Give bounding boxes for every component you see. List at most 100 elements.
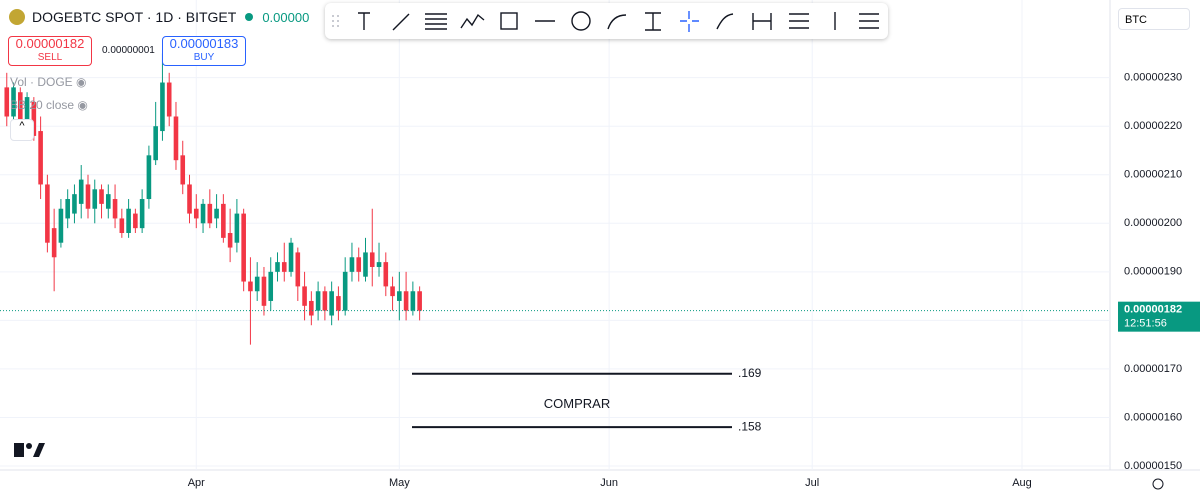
sell-price[interactable]: 0.00000182 xyxy=(15,36,85,51)
price-tag xyxy=(1118,301,1200,332)
brush-tool[interactable] xyxy=(607,14,627,30)
candle-body xyxy=(187,184,192,214)
currency[interactable]: BTC xyxy=(1125,14,1147,26)
buy-button[interactable]: 0.00000183 BUY xyxy=(162,36,246,66)
candle-body xyxy=(349,257,355,272)
drawing-toolbar xyxy=(325,3,888,39)
candle-body xyxy=(38,131,43,185)
candle-body xyxy=(105,194,111,209)
symbol-icon xyxy=(9,9,25,25)
indicator-label[interactable]: Vol · DOGE xyxy=(10,75,73,89)
bb-indicator[interactable]: BB 20 close ◉ xyxy=(10,98,88,112)
y-tick-label: 0.00000190 xyxy=(1124,266,1182,278)
symbol-title[interactable]: DOGEBTC SPOT · 1D · BITGET xyxy=(32,9,237,25)
candle-body xyxy=(18,92,23,127)
candle-body xyxy=(65,199,70,219)
candle-body xyxy=(221,203,226,238)
buy-price[interactable]: 0.00000183 xyxy=(169,36,239,51)
drag-handle[interactable] xyxy=(332,15,339,29)
indicator-label[interactable]: BB 20 close xyxy=(10,98,75,112)
candle-body xyxy=(45,184,50,243)
candle-body xyxy=(11,87,16,117)
candle-body xyxy=(376,262,382,267)
currency-select[interactable]: BTC xyxy=(1118,8,1190,30)
x-tick-label: Jun xyxy=(600,477,618,489)
y-tick-label: 0.00000230 xyxy=(1124,72,1182,84)
forecast-tool[interactable] xyxy=(859,13,879,29)
curve-tool[interactable] xyxy=(716,13,734,30)
grid xyxy=(0,0,1110,470)
logo-part xyxy=(14,443,24,457)
candle-body xyxy=(329,291,334,316)
collapse-button[interactable]: ^ xyxy=(10,119,34,141)
x-tick-label: Aug xyxy=(1012,477,1032,489)
sell-label[interactable]: SELL xyxy=(37,52,63,63)
market-status xyxy=(245,13,254,21)
eye-icon[interactable]: ◉ xyxy=(76,75,87,89)
candle-body xyxy=(227,233,233,248)
status-dot xyxy=(245,13,254,21)
candle-body xyxy=(288,242,294,272)
sell-button[interactable]: 0.00000182 SELL xyxy=(8,36,92,66)
candle-body xyxy=(58,208,64,243)
candle-body xyxy=(363,252,368,277)
candle-body xyxy=(241,213,246,282)
buy-label[interactable]: BUY xyxy=(193,52,215,63)
candle-body xyxy=(24,97,30,127)
y-tick-label: 0.00000170 xyxy=(1124,363,1182,375)
legend-header: DOGEBTC SPOT · 1D · BITGET 0.00000 xyxy=(8,8,309,26)
gear[interactable] xyxy=(1152,478,1164,490)
candle-body xyxy=(119,218,125,233)
x-tick-label: May xyxy=(389,477,410,489)
pattern-tool[interactable] xyxy=(460,13,485,29)
candle-body xyxy=(4,87,10,117)
x-tick-label: Apr xyxy=(188,477,205,489)
candle-body xyxy=(403,291,409,311)
candle-body xyxy=(234,213,240,243)
candle-body xyxy=(417,291,422,311)
candle-body xyxy=(336,296,341,311)
candle-body xyxy=(85,184,91,209)
candle-body xyxy=(133,213,138,229)
candle-body xyxy=(173,116,179,161)
candle-body xyxy=(193,208,199,219)
candle-body xyxy=(112,199,118,219)
long-position-tool[interactable] xyxy=(789,13,809,29)
candle-body xyxy=(72,194,77,214)
settings-icon[interactable] xyxy=(1152,478,1164,490)
candle-body xyxy=(254,276,260,292)
date-range-tool[interactable] xyxy=(752,13,772,30)
logo-part xyxy=(26,443,32,449)
candle-body xyxy=(356,257,362,272)
price-tag-label: 0.00000182 xyxy=(1124,304,1182,316)
rectangle-tool[interactable] xyxy=(500,12,518,30)
candle-body xyxy=(78,179,84,204)
text-tool[interactable] xyxy=(358,12,370,30)
candle-body xyxy=(268,271,274,301)
annotation: COMPRAR xyxy=(544,396,610,411)
toolbar-icons xyxy=(332,11,879,32)
level-label: .169 xyxy=(738,366,762,380)
volume-indicator[interactable]: Vol · DOGE ◉ xyxy=(10,75,87,89)
candle-body xyxy=(302,286,307,306)
price-range-tool[interactable] xyxy=(645,12,661,31)
candle-body xyxy=(99,189,104,204)
trend-line-tool[interactable] xyxy=(392,13,410,31)
spread: 0.00000001 xyxy=(102,45,155,56)
eye-icon[interactable]: ◉ xyxy=(77,98,88,112)
candle-body xyxy=(200,203,206,224)
last-price: 0.00000 xyxy=(262,9,310,25)
crosshair-tool[interactable] xyxy=(680,11,699,32)
candle-body xyxy=(180,155,186,185)
y-tick-label: 0.00000200 xyxy=(1124,217,1182,229)
candle-body xyxy=(383,262,389,287)
candle-body xyxy=(92,189,98,209)
candle-body xyxy=(390,286,395,297)
fib-tool[interactable] xyxy=(425,13,447,30)
logo-part xyxy=(33,443,45,457)
x-tick-label: Jul xyxy=(805,477,819,489)
level-label: .158 xyxy=(738,419,762,433)
circle-tool[interactable] xyxy=(571,11,591,31)
candle-body xyxy=(410,291,416,311)
